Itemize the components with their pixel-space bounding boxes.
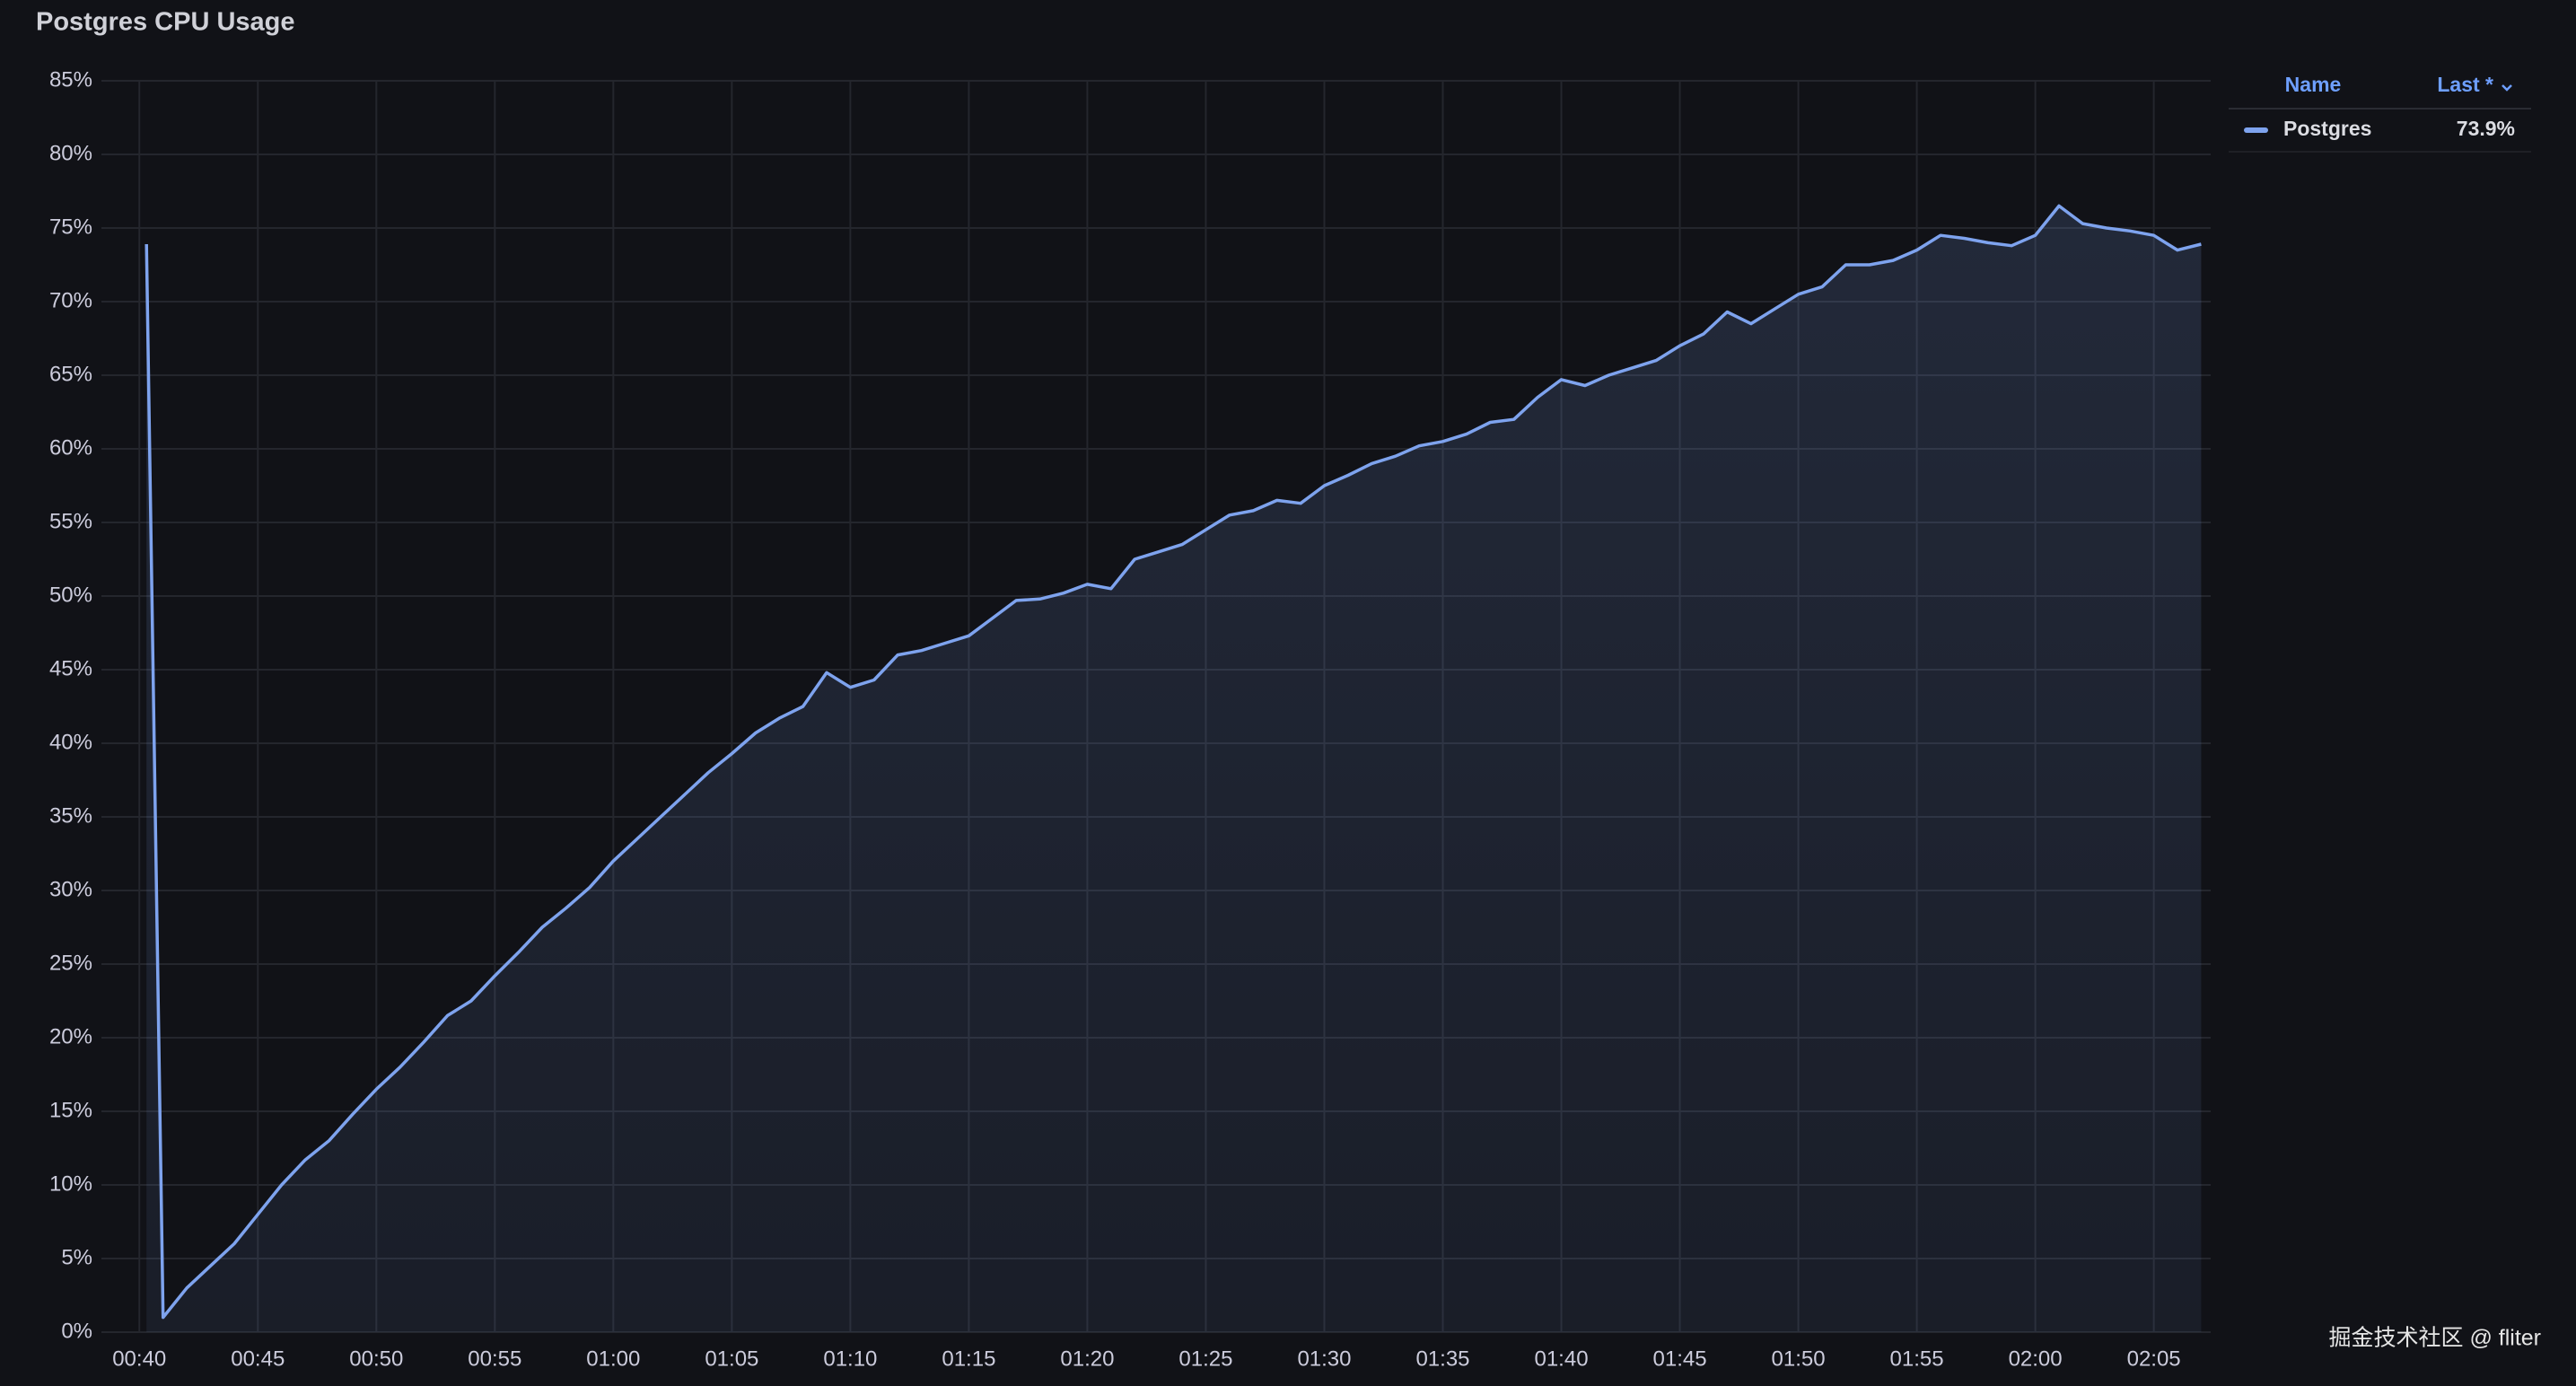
y-tick-label: 75% xyxy=(49,215,92,239)
x-tick-label: 01:50 xyxy=(1772,1347,1826,1371)
area-fill xyxy=(146,206,2202,1332)
y-tick-label: 45% xyxy=(49,656,92,680)
x-tick-label: 01:05 xyxy=(705,1347,758,1371)
y-tick-label: 25% xyxy=(49,951,92,975)
legend-header-last[interactable]: Last * xyxy=(2437,73,2493,96)
x-tick-label: 01:15 xyxy=(942,1347,995,1371)
y-tick-label: 30% xyxy=(49,877,92,901)
sort-caret[interactable] xyxy=(2502,84,2512,92)
x-tick-label: 00:45 xyxy=(231,1347,285,1371)
legend-last-value: 73.9% xyxy=(2457,117,2515,140)
legend-swatch[interactable] xyxy=(2244,127,2268,133)
x-tick-label: 01:00 xyxy=(586,1347,640,1371)
y-tick-label: 60% xyxy=(49,435,92,460)
y-tick-label: 55% xyxy=(49,509,92,533)
x-tick-label: 01:35 xyxy=(1415,1347,1469,1371)
y-tick-label: 85% xyxy=(49,67,92,92)
y-tick-label: 35% xyxy=(49,803,92,828)
x-tick-label: 01:25 xyxy=(1178,1347,1232,1371)
y-tick-label: 80% xyxy=(49,141,92,165)
watermark: 掘金技术社区 @ fliter xyxy=(2329,1326,2542,1351)
chart-title: Postgres CPU Usage xyxy=(36,8,295,37)
legend-header-name[interactable]: Name xyxy=(2285,73,2342,96)
x-tick-label: 00:50 xyxy=(349,1347,403,1371)
series-line xyxy=(145,204,2202,1320)
y-tick-label: 5% xyxy=(61,1245,92,1269)
y-tick-label: 65% xyxy=(49,362,92,386)
y-tick-label: 0% xyxy=(61,1319,92,1343)
x-tick-label: 00:55 xyxy=(468,1347,521,1371)
y-tick-label: 20% xyxy=(49,1024,92,1048)
y-tick-label: 40% xyxy=(49,730,92,754)
y-tick-label: 70% xyxy=(49,288,92,312)
x-tick-label: 01:30 xyxy=(1297,1347,1351,1371)
x-tick-label: 01:10 xyxy=(823,1347,877,1371)
x-tick-label: 01:45 xyxy=(1653,1347,1707,1371)
legend-label[interactable]: Postgres xyxy=(2283,117,2371,140)
y-tick-label: 50% xyxy=(49,583,92,607)
x-tick-label: 01:40 xyxy=(1534,1347,1588,1371)
y-tick-label: 15% xyxy=(49,1098,92,1122)
y-tick-label: 10% xyxy=(49,1171,92,1196)
x-tick-label: 01:55 xyxy=(1890,1347,1944,1371)
x-tick-label: 02:05 xyxy=(2127,1347,2181,1371)
x-tick-label: 01:20 xyxy=(1060,1347,1114,1371)
x-tick-label: 00:40 xyxy=(112,1347,166,1371)
x-tick-label: 02:00 xyxy=(2009,1347,2063,1371)
